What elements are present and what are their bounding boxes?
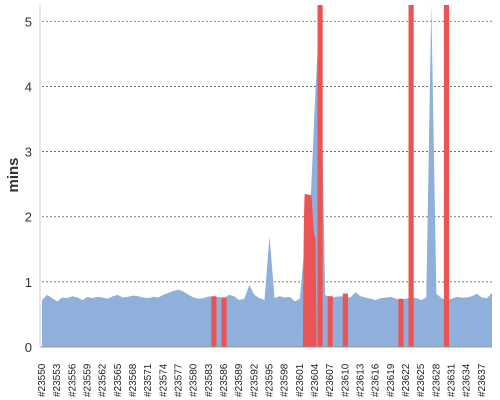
series-area-failed	[302, 193, 317, 347]
x-tick-labels: #23550 #23553 #23556 #23559 #23562 #23565 #235…	[37, 363, 488, 397]
failed-build-bar	[211, 296, 217, 347]
x-tick-label: #23565	[113, 363, 124, 397]
x-tick-label: #23637	[477, 363, 488, 397]
x-tick-label: #23625	[416, 363, 427, 397]
failed-build-bar	[443, 5, 450, 347]
x-tick-label: #23595	[265, 363, 276, 397]
x-tick-label: #23574	[158, 363, 169, 397]
series-area-build-time	[42, 5, 492, 347]
x-tick-label: #23556	[67, 363, 78, 397]
grid-lines	[42, 20, 492, 283]
x-tick-label: #23562	[98, 363, 109, 397]
x-tick-label: #23589	[234, 363, 245, 397]
y-tick-label: 4	[25, 79, 32, 94]
x-tick-label: #23577	[174, 363, 185, 397]
x-tick-label: #23553	[52, 363, 63, 397]
x-tick-label: #23619	[386, 363, 397, 397]
x-tick-label: #23631	[447, 363, 458, 397]
x-tick-label: #23601	[295, 363, 306, 397]
y-tick-label: 1	[25, 275, 32, 290]
y-tick-label: 2	[25, 210, 32, 225]
x-tick-label: #23580	[189, 363, 200, 397]
failed-build-bar	[327, 296, 333, 347]
x-tick-label: #23628	[431, 363, 442, 397]
failed-build-bar	[317, 5, 323, 347]
failed-build-bar	[342, 293, 348, 347]
series-areas	[42, 5, 492, 347]
y-tick-labels: 0 1 2 3 4 5	[25, 14, 32, 355]
x-tick-label: #23616	[371, 363, 382, 397]
x-tick-label: #23622	[401, 363, 412, 397]
y-axis-label: mins	[5, 157, 22, 192]
failed-build-bar	[398, 298, 404, 347]
y-tick-label: 0	[25, 340, 32, 355]
x-tick-label: #23583	[204, 363, 215, 397]
failed-build-bar	[221, 297, 227, 347]
x-tick-label: #23586	[219, 363, 230, 397]
x-tick-label: #23559	[83, 363, 94, 397]
x-tick-label: #23571	[143, 363, 154, 397]
x-tick-label: #23598	[280, 363, 291, 397]
failed-build-bars	[211, 5, 450, 347]
failed-build-bar	[408, 5, 414, 347]
x-tick-label: #23592	[249, 363, 260, 397]
x-tick-label: #23610	[340, 363, 351, 397]
y-tick-label: 3	[25, 145, 32, 160]
x-tick-label: #23607	[325, 363, 336, 397]
y-tick-label: 5	[25, 14, 32, 29]
x-tick-label: #23568	[128, 363, 139, 397]
x-tick-label: #23550	[37, 363, 48, 397]
x-tick-label: #23634	[462, 363, 473, 397]
x-tick-label: #23604	[310, 363, 321, 397]
x-tick-label: #23613	[356, 363, 367, 397]
